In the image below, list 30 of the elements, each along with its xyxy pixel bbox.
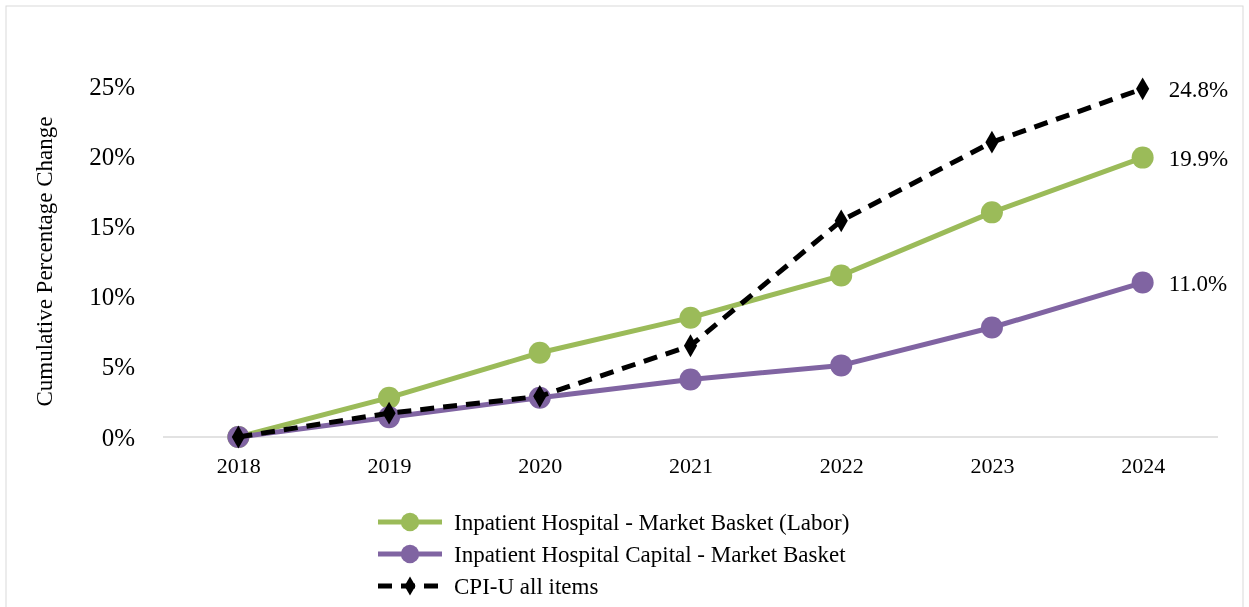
x-tick-label: 2019 — [367, 452, 412, 478]
x-tick-label: 2018 — [216, 452, 261, 478]
x-tick-label: 2023 — [970, 452, 1015, 478]
point — [528, 341, 551, 364]
point — [378, 386, 401, 409]
x-tick-label: 2020 — [518, 452, 563, 478]
x-tick-label: 2021 — [669, 452, 713, 478]
data-label: 24.8% — [1168, 76, 1229, 102]
point — [980, 316, 1003, 339]
y-tick-label: 20% — [89, 142, 135, 170]
y-tick-label: 15% — [89, 212, 135, 240]
y-tick-label: 25% — [89, 72, 135, 100]
x-tick-label: 2024 — [1121, 452, 1166, 478]
y-tick-label: 10% — [89, 283, 135, 311]
data-label: 11.0% — [1168, 270, 1228, 296]
legend-label: CPI-U all items — [454, 574, 599, 600]
point — [830, 264, 853, 287]
point — [830, 354, 853, 377]
y-tick-label: 0% — [101, 423, 135, 451]
point — [980, 201, 1003, 224]
point — [1131, 146, 1154, 169]
data-label: 19.9% — [1168, 145, 1229, 171]
y-tick-label: 5% — [101, 353, 135, 381]
legend-label: Inpatient Hospital Capital - Market Basket — [454, 542, 847, 568]
legend-label: Inpatient Hospital - Market Basket (Labor) — [454, 510, 850, 536]
point — [679, 368, 702, 391]
x-tick-label: 2022 — [819, 452, 864, 478]
y-axis-title: Cumulative Percentage Change — [32, 116, 57, 407]
point — [679, 306, 702, 329]
point — [1131, 271, 1154, 294]
